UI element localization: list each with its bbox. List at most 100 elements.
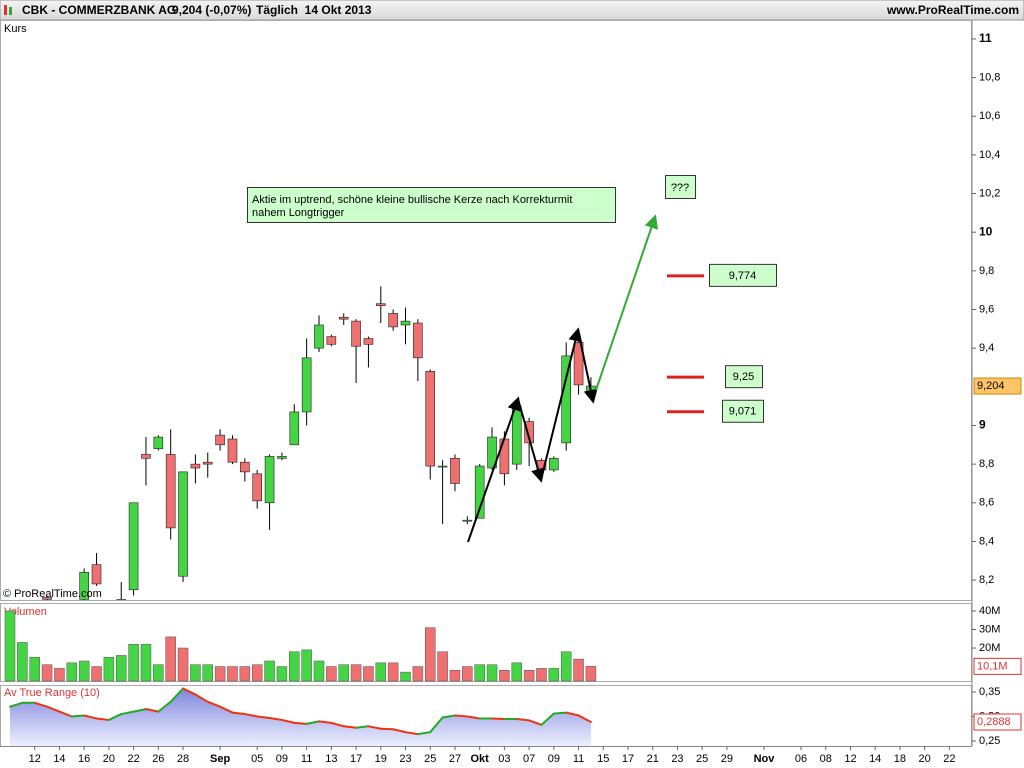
x-tick-label: 11	[573, 753, 584, 765]
volume-bar	[585, 666, 597, 682]
volume-bar	[560, 651, 572, 682]
level-label: 9,25	[733, 371, 754, 383]
atr-line	[565, 711, 580, 717]
candle-body	[141, 454, 151, 459]
volume-bar	[239, 666, 251, 682]
x-tick-label: Nov	[754, 753, 776, 765]
candle-body	[79, 572, 89, 600]
candle-body	[289, 411, 300, 446]
volume-bar	[140, 644, 152, 682]
x-tick-label: 05	[251, 753, 263, 765]
y-tick-label: 30M	[979, 623, 1000, 635]
y-tick-label: 10,4	[979, 149, 1000, 161]
question: ???	[671, 182, 689, 194]
x-tick-label: 09	[548, 753, 560, 765]
candle-body	[128, 502, 139, 591]
atr-line	[9, 701, 24, 708]
last-value-label: 9,204	[977, 380, 1005, 392]
candle-body	[487, 436, 497, 469]
y-tick-label: 9,4	[979, 342, 994, 354]
y-tick-label: 9,8	[979, 265, 994, 277]
volume-bar	[165, 636, 176, 682]
atr-line	[453, 714, 469, 718]
volume-panel	[0, 603, 972, 682]
level-label: 9,071	[729, 406, 757, 418]
volume-bar	[573, 658, 584, 682]
atr-line	[144, 708, 160, 713]
candle-body	[511, 405, 522, 465]
atr-line	[182, 687, 197, 696]
volume-bar	[511, 662, 523, 682]
x-tick-label: 14	[869, 753, 881, 765]
volume-bar	[153, 664, 164, 682]
note: nahem Longtrigger	[252, 207, 345, 219]
atr-line	[70, 714, 86, 718]
volume-bar	[54, 668, 65, 682]
candle-body	[178, 471, 188, 577]
atr-line	[528, 719, 543, 726]
trend-arrow	[577, 329, 598, 404]
question-box	[665, 175, 696, 199]
level-box	[725, 365, 763, 389]
atr-line	[33, 701, 49, 708]
volume-bar	[115, 655, 127, 682]
atr-line	[367, 725, 382, 730]
volume-bar	[400, 671, 411, 682]
volume-bar	[499, 670, 510, 682]
price-panel	[0, 20, 972, 601]
candle-body	[363, 338, 374, 345]
atr-line	[429, 716, 444, 734]
drawing	[467, 327, 598, 543]
atr-line	[342, 725, 358, 729]
x-tick-label: 15	[597, 753, 609, 765]
x-tick-label: 03	[498, 753, 510, 765]
candle-body	[165, 454, 176, 529]
candle-body	[375, 303, 386, 306]
volume-bar	[289, 651, 300, 682]
volume-bar	[91, 666, 102, 682]
candle-body	[153, 436, 164, 449]
y-tick-label: 8,2	[979, 574, 994, 586]
candle-body	[190, 463, 201, 469]
candle-body	[202, 461, 213, 465]
volume-bar	[449, 670, 461, 682]
volume-bar	[4, 610, 16, 682]
panel-title: Av True Range (10)	[4, 687, 100, 699]
atr-line	[256, 715, 271, 719]
x-tick-label: 27	[449, 753, 461, 765]
volume-bar	[103, 657, 115, 682]
volume-bar	[350, 664, 362, 682]
volume-bar	[227, 666, 238, 682]
candle-body	[42, 597, 52, 600]
y-tick-label: 9,6	[979, 303, 994, 315]
candle-body	[351, 320, 361, 347]
note-box	[247, 187, 616, 223]
volume-bar	[29, 657, 40, 682]
candle-body	[425, 371, 436, 467]
candle-body	[301, 357, 312, 413]
last-value-tag	[973, 713, 1022, 731]
level-box	[709, 263, 777, 287]
x-tick-label: 06	[795, 753, 807, 765]
y-tick-label: 11	[979, 31, 992, 45]
trend-arrow	[540, 327, 583, 481]
atr-line	[132, 708, 147, 713]
candle-body	[462, 519, 473, 522]
atr-line	[58, 710, 73, 718]
volume-bar	[128, 644, 139, 682]
atr-line	[169, 687, 185, 703]
candle-body	[215, 434, 225, 446]
x-tick-label: 11	[301, 753, 312, 765]
x-tick-label: 17	[622, 753, 634, 765]
candle-body	[240, 461, 250, 473]
atr-line	[243, 713, 259, 718]
logo	[9, 7, 12, 15]
x-tick-label: 28	[177, 753, 189, 765]
level-box	[722, 399, 764, 423]
volume-bar	[66, 662, 78, 682]
last-value-tag	[973, 657, 1022, 675]
candle-body	[264, 456, 275, 504]
atr-line	[330, 721, 345, 728]
x-tick-label: 22	[127, 753, 139, 765]
volume-bar	[41, 664, 53, 682]
